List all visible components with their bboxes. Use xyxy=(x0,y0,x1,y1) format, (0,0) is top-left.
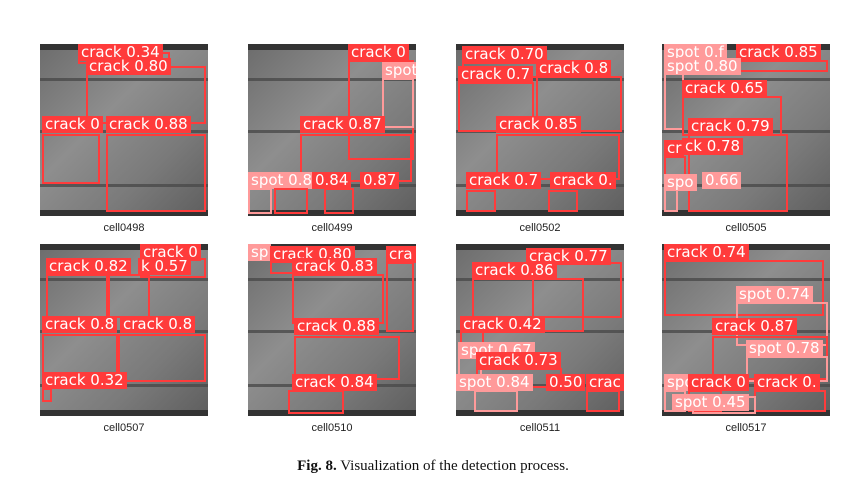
cell-image: spot 0.f crack 0.85 spot 0.80 crack 0.65… xyxy=(662,44,830,216)
detection-box xyxy=(548,190,578,212)
detection-label: cra xyxy=(386,246,416,263)
cell-image: crack 0.70 crack 0.7 crack 0.8 crack 0.8… xyxy=(456,44,624,216)
detection-box xyxy=(108,274,150,318)
detection-label: crack 0.73 xyxy=(476,352,561,369)
detection-label: crack 0.70 xyxy=(462,46,547,63)
detection-label: crack 0 xyxy=(42,116,103,133)
detection-label: crack 0.79 xyxy=(688,118,773,135)
cell-caption: cell0498 xyxy=(103,222,145,234)
detection-box xyxy=(118,334,206,382)
detection-label: crack 0.32 xyxy=(42,372,127,389)
detection-box xyxy=(288,390,344,414)
detection-label: crack 0. xyxy=(550,172,616,189)
detection-label: spot 0.45 xyxy=(672,394,749,411)
detection-box xyxy=(754,390,826,412)
detection-label: crack 0.88 xyxy=(294,318,379,335)
detection-box xyxy=(46,274,108,318)
detection-label: spot 0.84 xyxy=(456,374,533,391)
detection-label: crac xyxy=(586,374,624,391)
detection-box xyxy=(586,390,620,412)
panel-cell0511: crack 0.77 crack 0.86 crack 0.42 spot 0.… xyxy=(456,244,624,434)
detection-label: 0.66 xyxy=(702,172,742,189)
panel-cell0507: crack 0 crack 0.82 k 0.57 crack 0.8 crac… xyxy=(40,244,208,434)
panel-cell0510: sp crack 0.80 crack 0.83 cra crack 0.88 … xyxy=(248,244,416,434)
cell-caption: cell0511 xyxy=(519,422,561,434)
cell-image: crack 0.77 crack 0.86 crack 0.42 spot 0.… xyxy=(456,244,624,416)
detection-label: spot 0.f xyxy=(664,44,727,61)
panel-cell0517: crack 0.74 spot 0.74 crack 0.87 spot 0.7… xyxy=(662,244,830,434)
detection-label: crack 0.34 xyxy=(78,44,163,61)
detection-box xyxy=(248,188,272,214)
figure-caption: Fig. 8. Visualization of the detection p… xyxy=(0,458,866,475)
detection-label: crack 0.84 xyxy=(292,374,377,391)
detection-label: 0.50 xyxy=(546,374,586,391)
detection-label: crack 0.42 xyxy=(460,316,545,333)
cell-image: crack 0 spot crack 0.87 spot 0.86 0.84 0… xyxy=(248,44,416,216)
cell-caption: cell0517 xyxy=(725,422,767,434)
detection-label: crack 0.88 xyxy=(106,116,191,133)
detection-label: crack 0.8 xyxy=(120,316,196,333)
figure-label: Fig. 8. xyxy=(297,458,337,474)
detection-label: spot xyxy=(382,62,416,79)
detection-box xyxy=(274,188,308,214)
detection-label: crack 0.83 xyxy=(292,258,377,275)
detection-box xyxy=(42,134,100,184)
detection-box xyxy=(664,260,824,316)
detection-label: crack 0.86 xyxy=(472,262,557,279)
detection-label: crack 0.80 xyxy=(86,58,171,75)
detection-label: crack 0.87 xyxy=(712,318,797,335)
detection-box xyxy=(42,388,52,402)
detection-label: cr xyxy=(664,140,685,157)
detection-label: spot 0.74 xyxy=(736,286,813,303)
detection-label: crack 0.65 xyxy=(682,80,767,97)
detection-label: crack 0 xyxy=(688,374,749,391)
cell-caption: cell0505 xyxy=(725,222,767,234)
detection-label: sp xyxy=(248,244,272,261)
detection-label: 0.87 xyxy=(360,172,400,189)
detection-label: crack 0.7 xyxy=(458,66,534,83)
panel-cell0498: crack 0.34 crack 0.80 crack 0 crack 0.88… xyxy=(40,44,208,234)
cell-caption: cell0502 xyxy=(519,222,561,234)
detection-label: crack 0.87 xyxy=(300,116,385,133)
detection-label: spot 0.78 xyxy=(746,340,823,357)
detection-label: crack 0.85 xyxy=(496,116,581,133)
panel-cell0502: crack 0.70 crack 0.7 crack 0.8 crack 0.8… xyxy=(456,44,624,234)
cell-image: sp crack 0.80 crack 0.83 cra crack 0.88 … xyxy=(248,244,416,416)
cell-caption: cell0510 xyxy=(311,422,353,434)
detection-box xyxy=(324,188,354,214)
detection-label: ck 0.78 xyxy=(682,138,744,155)
detection-box xyxy=(736,60,828,72)
detection-box xyxy=(688,134,788,212)
detection-box xyxy=(106,134,206,212)
detection-label: crack 0 xyxy=(140,244,201,261)
detection-label: crack 0.74 xyxy=(664,244,749,261)
detection-box xyxy=(386,262,414,332)
detection-label: 0.84 xyxy=(312,172,352,189)
detection-label: crack 0.8 xyxy=(42,316,118,333)
panel-cell0505: spot 0.f crack 0.85 spot 0.80 crack 0.65… xyxy=(662,44,830,234)
cell-caption: cell0499 xyxy=(311,222,353,234)
detection-label: spot 0.80 xyxy=(664,58,741,75)
detection-label: crack 0.7 xyxy=(466,172,542,189)
detection-label: spo xyxy=(664,174,697,191)
cell-caption: cell0507 xyxy=(103,422,145,434)
detection-box xyxy=(474,390,518,412)
detection-label: crack 0.85 xyxy=(736,44,821,61)
detection-box xyxy=(382,78,414,128)
detection-label: crack 0.77 xyxy=(526,248,611,265)
detection-label: crack 0. xyxy=(754,374,820,391)
detection-label: crack 0.82 xyxy=(46,258,131,275)
cell-image: crack 0 crack 0.82 k 0.57 crack 0.8 crac… xyxy=(40,244,208,416)
panel-cell0499: crack 0 spot crack 0.87 spot 0.86 0.84 0… xyxy=(248,44,416,234)
detection-box xyxy=(664,188,678,212)
cell-image: crack 0.74 spot 0.74 crack 0.87 spot 0.7… xyxy=(662,244,830,416)
detection-label: crack 0.8 xyxy=(536,60,612,77)
detection-box xyxy=(300,134,412,182)
figure-caption-text: Visualization of the detection process. xyxy=(340,458,569,474)
detection-label: k 0.57 xyxy=(138,258,191,275)
cell-image: crack 0.34 crack 0.80 crack 0 crack 0.88 xyxy=(40,44,208,216)
detection-label: spot 0.86 xyxy=(248,172,325,189)
detection-box xyxy=(466,190,496,212)
detection-label: crack 0 xyxy=(348,44,409,61)
